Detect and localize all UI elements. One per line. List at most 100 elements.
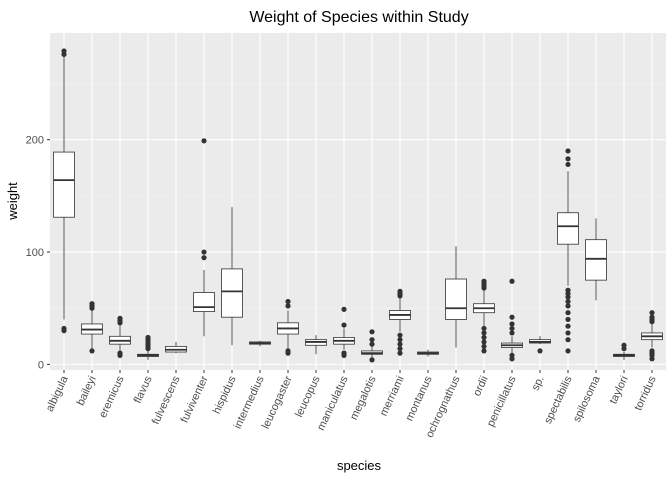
outlier-point (509, 352, 515, 358)
x-tick-label: spectabilis (542, 374, 575, 426)
x-tick-label: spilosoma (571, 373, 603, 424)
x-tick-label: taylori (607, 374, 630, 406)
outlier-point (481, 325, 487, 332)
x-tick-label: penicillatus (485, 374, 519, 429)
outlier-point (89, 348, 95, 354)
box-penicillatus (501, 278, 523, 362)
panel-background (50, 33, 666, 370)
x-axis-title: species (337, 458, 382, 473)
outlier-point (565, 298, 571, 305)
box-iqr (53, 151, 75, 218)
outlier-point (201, 138, 207, 144)
x-tick-label: albigula (44, 373, 71, 413)
box-eremicus (109, 315, 131, 358)
outlier-point (61, 325, 67, 332)
outlier-point (537, 348, 543, 354)
outlier-point (565, 303, 571, 309)
outlier-point (369, 341, 375, 347)
box-fulviventer (193, 138, 215, 337)
outlier-point (565, 287, 571, 293)
outlier-point (481, 339, 487, 345)
x-tick-label: leucopus (293, 374, 323, 419)
outlier-point (509, 314, 515, 320)
outlier-point (369, 329, 375, 335)
box-iqr (557, 212, 579, 245)
x-tick-label: megalotis (348, 374, 379, 422)
outlier-point (481, 348, 487, 354)
x-tick-label: fulviventer (179, 374, 211, 425)
box-flavus (137, 334, 159, 360)
outlier-point (397, 288, 403, 294)
outlier-point (397, 337, 403, 343)
outlier-point (285, 298, 291, 305)
outlier-point (621, 342, 627, 348)
outlier-point (61, 48, 67, 54)
outlier-point (201, 249, 207, 255)
x-tick-label: fulvescens (150, 374, 183, 427)
box-intermedius (249, 340, 271, 347)
outlier-point (397, 332, 403, 338)
outlier-point (565, 330, 571, 336)
x-tick-label: montanus (403, 374, 435, 423)
box-spilosoma (585, 218, 607, 301)
box-sp (529, 336, 551, 354)
x-tick-label: hispidus (211, 374, 239, 416)
box-leucopus (305, 335, 327, 355)
plot-panel (50, 33, 666, 370)
box-spectabilis (557, 148, 579, 354)
box-iqr (445, 278, 467, 320)
outlier-point (481, 330, 487, 336)
outlier-point (341, 350, 347, 356)
y-tick-label: 100 (26, 247, 44, 259)
outlier-point (565, 323, 571, 329)
x-tick-label: merriami (378, 374, 407, 418)
outlier-point (509, 325, 515, 332)
box-baileyi (81, 301, 103, 354)
x-tick-label: sp. (530, 374, 547, 392)
outlier-point (481, 278, 487, 284)
box-ordii (473, 278, 495, 354)
outlier-point (369, 337, 375, 343)
box-leucogaster (277, 298, 299, 356)
outlier-point (565, 337, 571, 343)
chart-title: Weight of Species within Study (249, 9, 468, 26)
y-tick-label: 200 (26, 135, 44, 147)
outlier-point (369, 357, 375, 363)
box-iqr (585, 239, 607, 281)
outlier-point (509, 278, 515, 284)
outlier-point (509, 330, 515, 336)
box-megalotis (361, 329, 383, 363)
outlier-point (117, 350, 123, 356)
box-iqr (221, 268, 243, 318)
outlier-point (481, 343, 487, 350)
outlier-point (565, 348, 571, 354)
outlier-point (285, 348, 291, 354)
box-taylori (613, 342, 635, 360)
x-tick-label: eremicus (97, 374, 127, 420)
outlier-point (201, 255, 207, 261)
outlier-point (397, 346, 403, 352)
outlier-point (481, 334, 487, 341)
outlier-point (565, 148, 571, 154)
x-tick-label: ordii (471, 374, 491, 398)
outlier-point (89, 301, 95, 307)
outlier-point (565, 316, 571, 323)
box-iqr (193, 292, 215, 312)
outlier-point (341, 322, 347, 328)
box-montanus (417, 349, 439, 357)
outlier-point (649, 348, 655, 354)
outlier-point (397, 341, 403, 347)
y-axis-title: weight (5, 182, 20, 221)
outlier-point (509, 321, 515, 327)
box-albigula (53, 48, 75, 334)
outlier-point (285, 303, 291, 309)
outlier-point (117, 315, 123, 321)
box-torridus (641, 310, 663, 362)
box-hispidus (221, 207, 243, 346)
outlier-point (565, 156, 571, 162)
outlier-point (565, 310, 571, 316)
box-ochrognathus (445, 246, 467, 348)
box-maniculatus (333, 306, 355, 358)
